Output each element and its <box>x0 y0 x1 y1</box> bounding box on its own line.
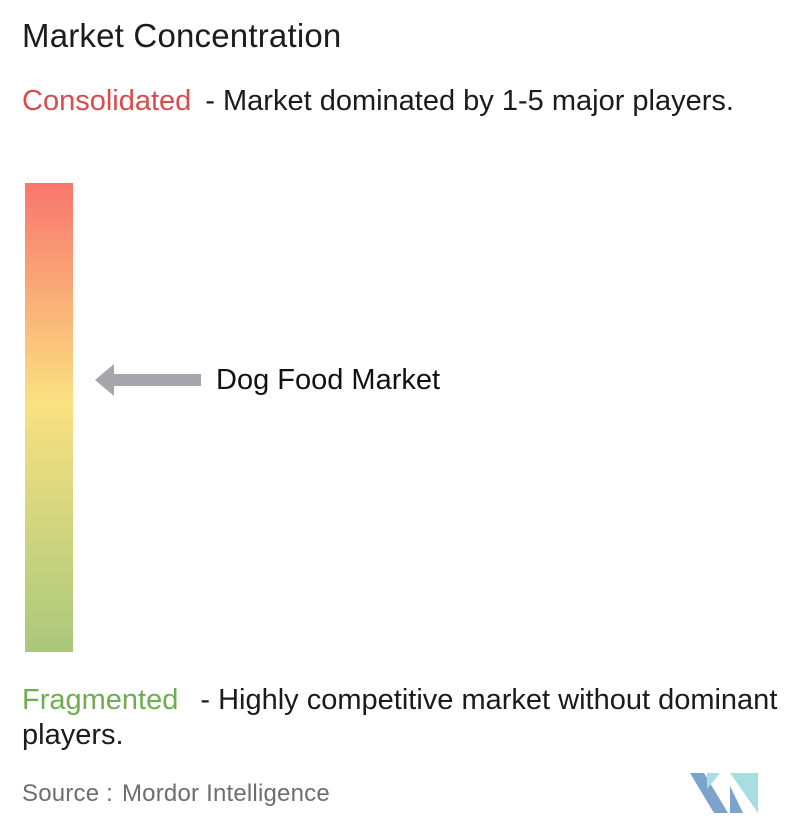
consolidated-text: - Market dominated by 1-5 major players. <box>205 85 734 117</box>
fragmented-label: Fragmented <box>22 684 179 716</box>
consolidated-description: Consolidated - Market dominated by 1-5 ma… <box>22 84 772 119</box>
market-marker: Dog Food Market <box>95 363 440 397</box>
fragmented-description: Fragmented - Highly competitive market wi… <box>22 683 796 753</box>
source-text: Source : Mordor Intelligence <box>22 780 330 808</box>
market-label: Dog Food Market <box>216 363 441 396</box>
concentration-bar <box>25 183 73 652</box>
source-prefix: Source : <box>22 780 113 807</box>
consolidated-label: Consolidated <box>22 85 192 117</box>
page-title: Market Concentration <box>22 17 342 54</box>
left-arrow-shape <box>95 364 201 396</box>
logo-left-diagonal-shape <box>690 773 728 813</box>
left-arrow-icon <box>95 364 201 396</box>
logo-left-teal-triangle <box>707 773 720 789</box>
fragmented-text: - Highly competitive market without domi… <box>22 684 778 751</box>
source-name: Mordor Intelligence <box>121 780 330 807</box>
logo-right-teal-shape <box>730 773 758 813</box>
mordor-intelligence-logo <box>690 773 758 813</box>
logo-right-blue-triangle <box>730 786 743 813</box>
